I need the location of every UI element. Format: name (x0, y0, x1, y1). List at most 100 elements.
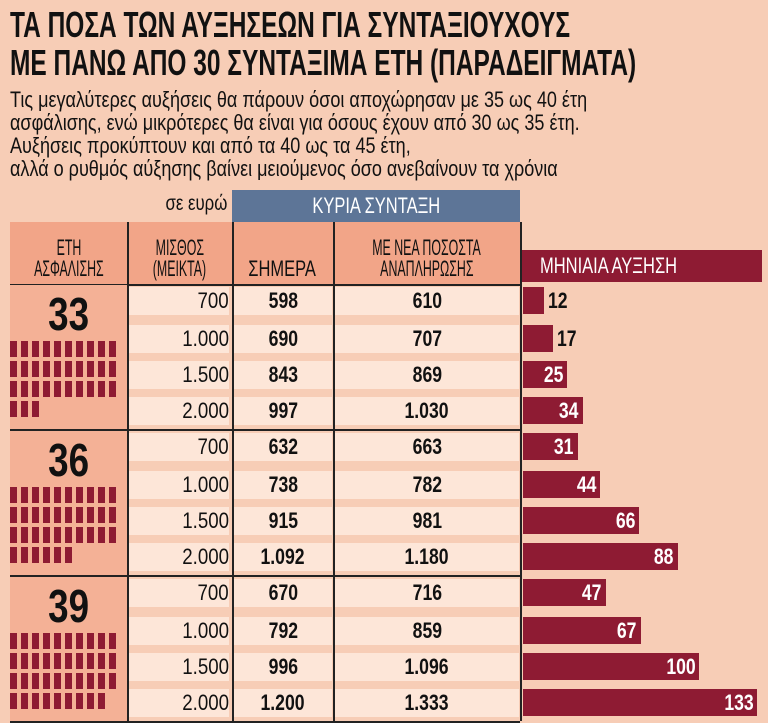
year-block (10, 381, 17, 397)
year-block (65, 507, 72, 523)
year-block (43, 527, 50, 543)
year-block (32, 507, 39, 523)
year-block (10, 361, 17, 377)
year-block (10, 527, 17, 543)
year-block (109, 653, 116, 669)
today-cell: 1.200 (234, 689, 332, 717)
salary-cell: 700 (129, 579, 229, 607)
year-block (54, 693, 61, 709)
year-block (54, 507, 61, 523)
year-block (65, 693, 72, 709)
new-rate-cell: 869 (335, 361, 519, 389)
increase-label: 66 (615, 508, 636, 533)
header-today: ΣΗΜΕΡΑ (232, 222, 333, 285)
year-block (54, 341, 61, 357)
year-block (32, 401, 39, 417)
year-block (10, 693, 17, 709)
year-block (76, 507, 83, 523)
salary-cell: 2.000 (129, 689, 229, 717)
today-cell: 997 (234, 397, 332, 425)
salary-cell: 2.000 (129, 543, 229, 571)
increase-bar (523, 325, 553, 352)
new-rate-cell: 782 (335, 471, 519, 499)
year-block (54, 547, 61, 563)
year-block (76, 381, 83, 397)
year-block (109, 487, 116, 503)
subtitle-line-1: Τις μεγαλύτερες αυξήσεις θα πάρουν όσοι … (10, 87, 588, 112)
year-block (10, 673, 17, 689)
year-block (87, 341, 94, 357)
group-divider (10, 575, 520, 577)
new-rate-cell: 610 (335, 287, 519, 315)
year-block (43, 693, 50, 709)
year-block (32, 633, 39, 649)
year-block (21, 633, 28, 649)
years-cell (10, 285, 127, 431)
today-cell: 738 (234, 471, 332, 499)
year-block (76, 693, 83, 709)
year-block (87, 673, 94, 689)
new-rate-cell: 707 (335, 325, 519, 353)
year-block (109, 673, 116, 689)
today-cell: 670 (234, 579, 332, 607)
increase-bar (523, 397, 583, 424)
year-block (32, 673, 39, 689)
year-block (32, 341, 39, 357)
year-block (109, 381, 116, 397)
today-cell: 792 (234, 617, 332, 645)
year-block (21, 507, 28, 523)
year-block (32, 653, 39, 669)
year-block (10, 547, 17, 563)
year-block (98, 673, 105, 689)
today-cell: 915 (234, 507, 332, 535)
year-block (98, 693, 105, 709)
year-block (54, 361, 61, 377)
subtitle-line-3: Αυξήσεις προκύπτουν και από τα 40 ως τα … (10, 133, 411, 158)
year-block (43, 547, 50, 563)
increase-bar (523, 287, 545, 314)
new-rate-cell: 981 (335, 507, 519, 535)
new-rate-cell: 859 (335, 617, 519, 645)
year-block (21, 527, 28, 543)
year-block (109, 633, 116, 649)
year-block (43, 653, 50, 669)
year-block (76, 361, 83, 377)
increase-label: 44 (576, 472, 597, 497)
new-rate-cell: 716 (335, 579, 519, 607)
salary-cell: 1.500 (129, 361, 229, 389)
year-block (21, 673, 28, 689)
increase-bar (523, 543, 678, 570)
increase-bar (523, 361, 567, 388)
title-line-1: ΤΑ ΠΟΣΑ ΤΩΝ ΑΥΞΗΣΕΩΝ ΓΙΑ ΣΥΝΤΑΞΙΟΥΧΟΥΣ (10, 4, 571, 45)
year-block (76, 487, 83, 503)
increase-label: 47 (582, 580, 602, 605)
increase-bar (523, 689, 758, 716)
year-block (10, 401, 17, 417)
increase-bar (523, 579, 606, 606)
year-block (21, 547, 28, 563)
new-rate-cell: 1.333 (335, 689, 519, 717)
increase-label: 17 (556, 326, 577, 351)
year-block (65, 381, 72, 397)
year-block (76, 653, 83, 669)
year-block (43, 633, 50, 649)
increase-bar (523, 653, 699, 680)
year-block (65, 487, 72, 503)
column-divider (127, 222, 129, 721)
header-increase: ΜΗΝΙΑΙΑ ΑΥΞΗΣΗ (522, 250, 762, 282)
salary-cell: 700 (129, 433, 229, 461)
year-block (109, 361, 116, 377)
year-block (21, 487, 28, 503)
year-block (32, 381, 39, 397)
group-divider (10, 429, 520, 431)
year-block (76, 633, 83, 649)
salary-cell: 1.000 (129, 471, 229, 499)
salary-cell: 1.000 (129, 617, 229, 645)
year-block (65, 361, 72, 377)
new-rate-cell: 1.030 (335, 397, 519, 425)
year-block (65, 653, 72, 669)
salary-cell: 2.000 (129, 397, 229, 425)
year-block (87, 381, 94, 397)
header-salary: ΜΙΣΘΟΣ (ΜΕΙΚΤΑ) (127, 222, 232, 285)
